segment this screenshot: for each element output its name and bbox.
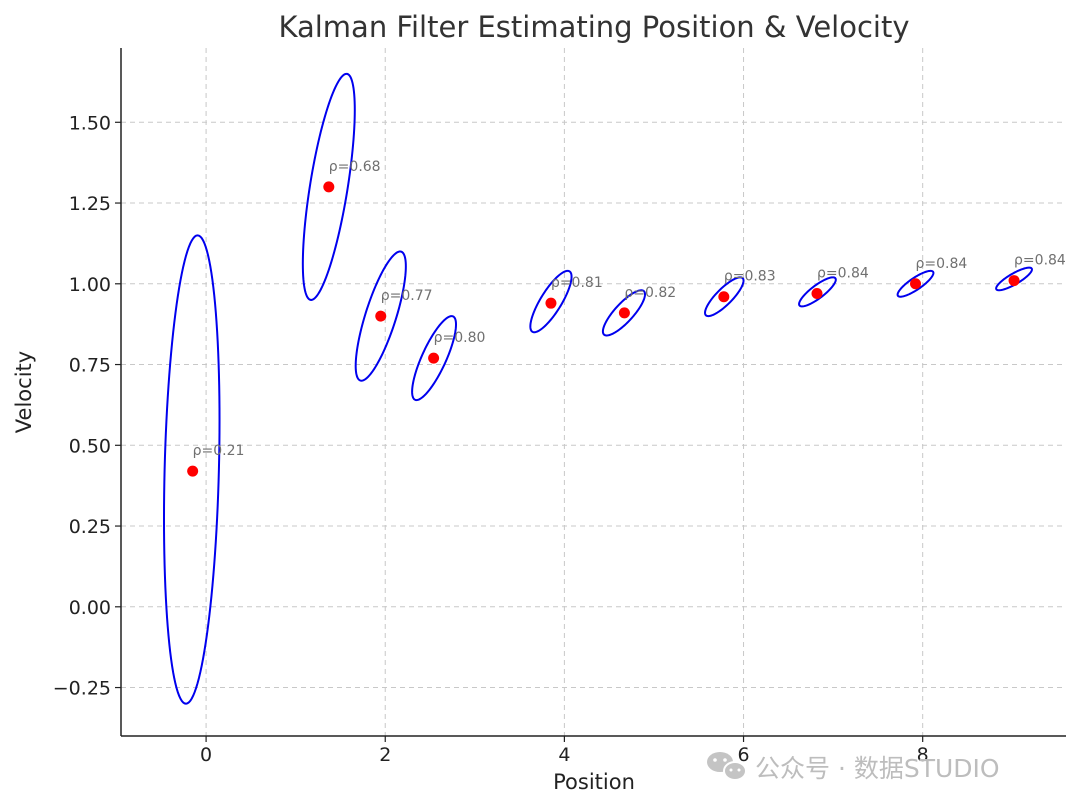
estimate-point [428,352,440,364]
covariance-ellipses [162,72,1033,705]
covariance-ellipse [162,234,221,705]
y-tick-label: −0.25 [53,678,111,700]
y-tick-label: 0.50 [69,435,111,457]
rho-label: ρ=0.68 [329,159,381,175]
rho-label: ρ=0.82 [624,285,676,301]
rho-label: ρ=0.21 [193,443,245,459]
covariance-ellipse [896,269,935,298]
covariance-ellipse [529,269,573,334]
x-tick-label: 6 [737,744,749,766]
y-axis-label: Velocity [12,351,36,433]
x-tick-label: 2 [379,744,391,766]
rho-label: ρ=0.80 [434,330,486,346]
wechat-icon [707,752,747,781]
covariance-ellipse [995,266,1033,292]
y-tick-label: 1.50 [69,112,111,134]
chart-title: Kalman Filter Estimating Position & Velo… [278,10,909,44]
watermark-text: 公众号 · 数据STUDIO [755,754,1000,783]
x-tick-label: 4 [558,744,570,766]
rho-label: ρ=0.77 [381,288,433,304]
estimate-point [718,291,730,303]
estimate-point [618,307,630,319]
x-tick-label: 0 [200,744,212,766]
covariance-ellipse [798,276,837,308]
estimate-points [187,181,1020,477]
rho-label: ρ=0.84 [916,256,968,272]
y-tick-label: 1.00 [69,274,111,296]
rho-label: ρ=0.84 [1014,253,1066,269]
grid-lines [121,48,1066,736]
covariance-ellipse [601,289,647,337]
y-tick-label: 0.75 [69,355,111,377]
estimate-point [910,278,922,290]
y-tick-label: 1.25 [69,193,111,215]
y-tick-label: 0.00 [69,597,111,619]
estimate-point [1008,275,1020,287]
estimate-point [545,297,557,309]
covariance-ellipse [704,276,745,318]
covariance-ellipse [411,315,458,402]
rho-label: ρ=0.83 [724,269,776,285]
axis-ticks: 0 2 4 6 8 −0.25 0.00 0.25 0.50 0.75 1.00 1.25 1.50 [53,112,929,766]
x-axis-label: Position [553,770,635,794]
covariance-ellipse [354,250,407,382]
watermark: 公众号 · 数据STUDIO [707,752,1000,783]
estimate-point [323,181,335,193]
estimate-point [811,287,823,299]
x-tick-label: 8 [917,744,929,766]
y-tick-label: 0.25 [69,516,111,538]
rho-label: ρ=0.81 [551,275,603,291]
covariance-ellipse [301,72,356,301]
estimate-point [375,310,387,322]
correlation-labels: ρ=0.21 ρ=0.68 ρ=0.77 ρ=0.80 ρ=0.81 ρ=0.82 ρ=0.… [193,159,1066,459]
rho-label: ρ=0.84 [817,265,869,281]
estimate-point [187,465,199,477]
